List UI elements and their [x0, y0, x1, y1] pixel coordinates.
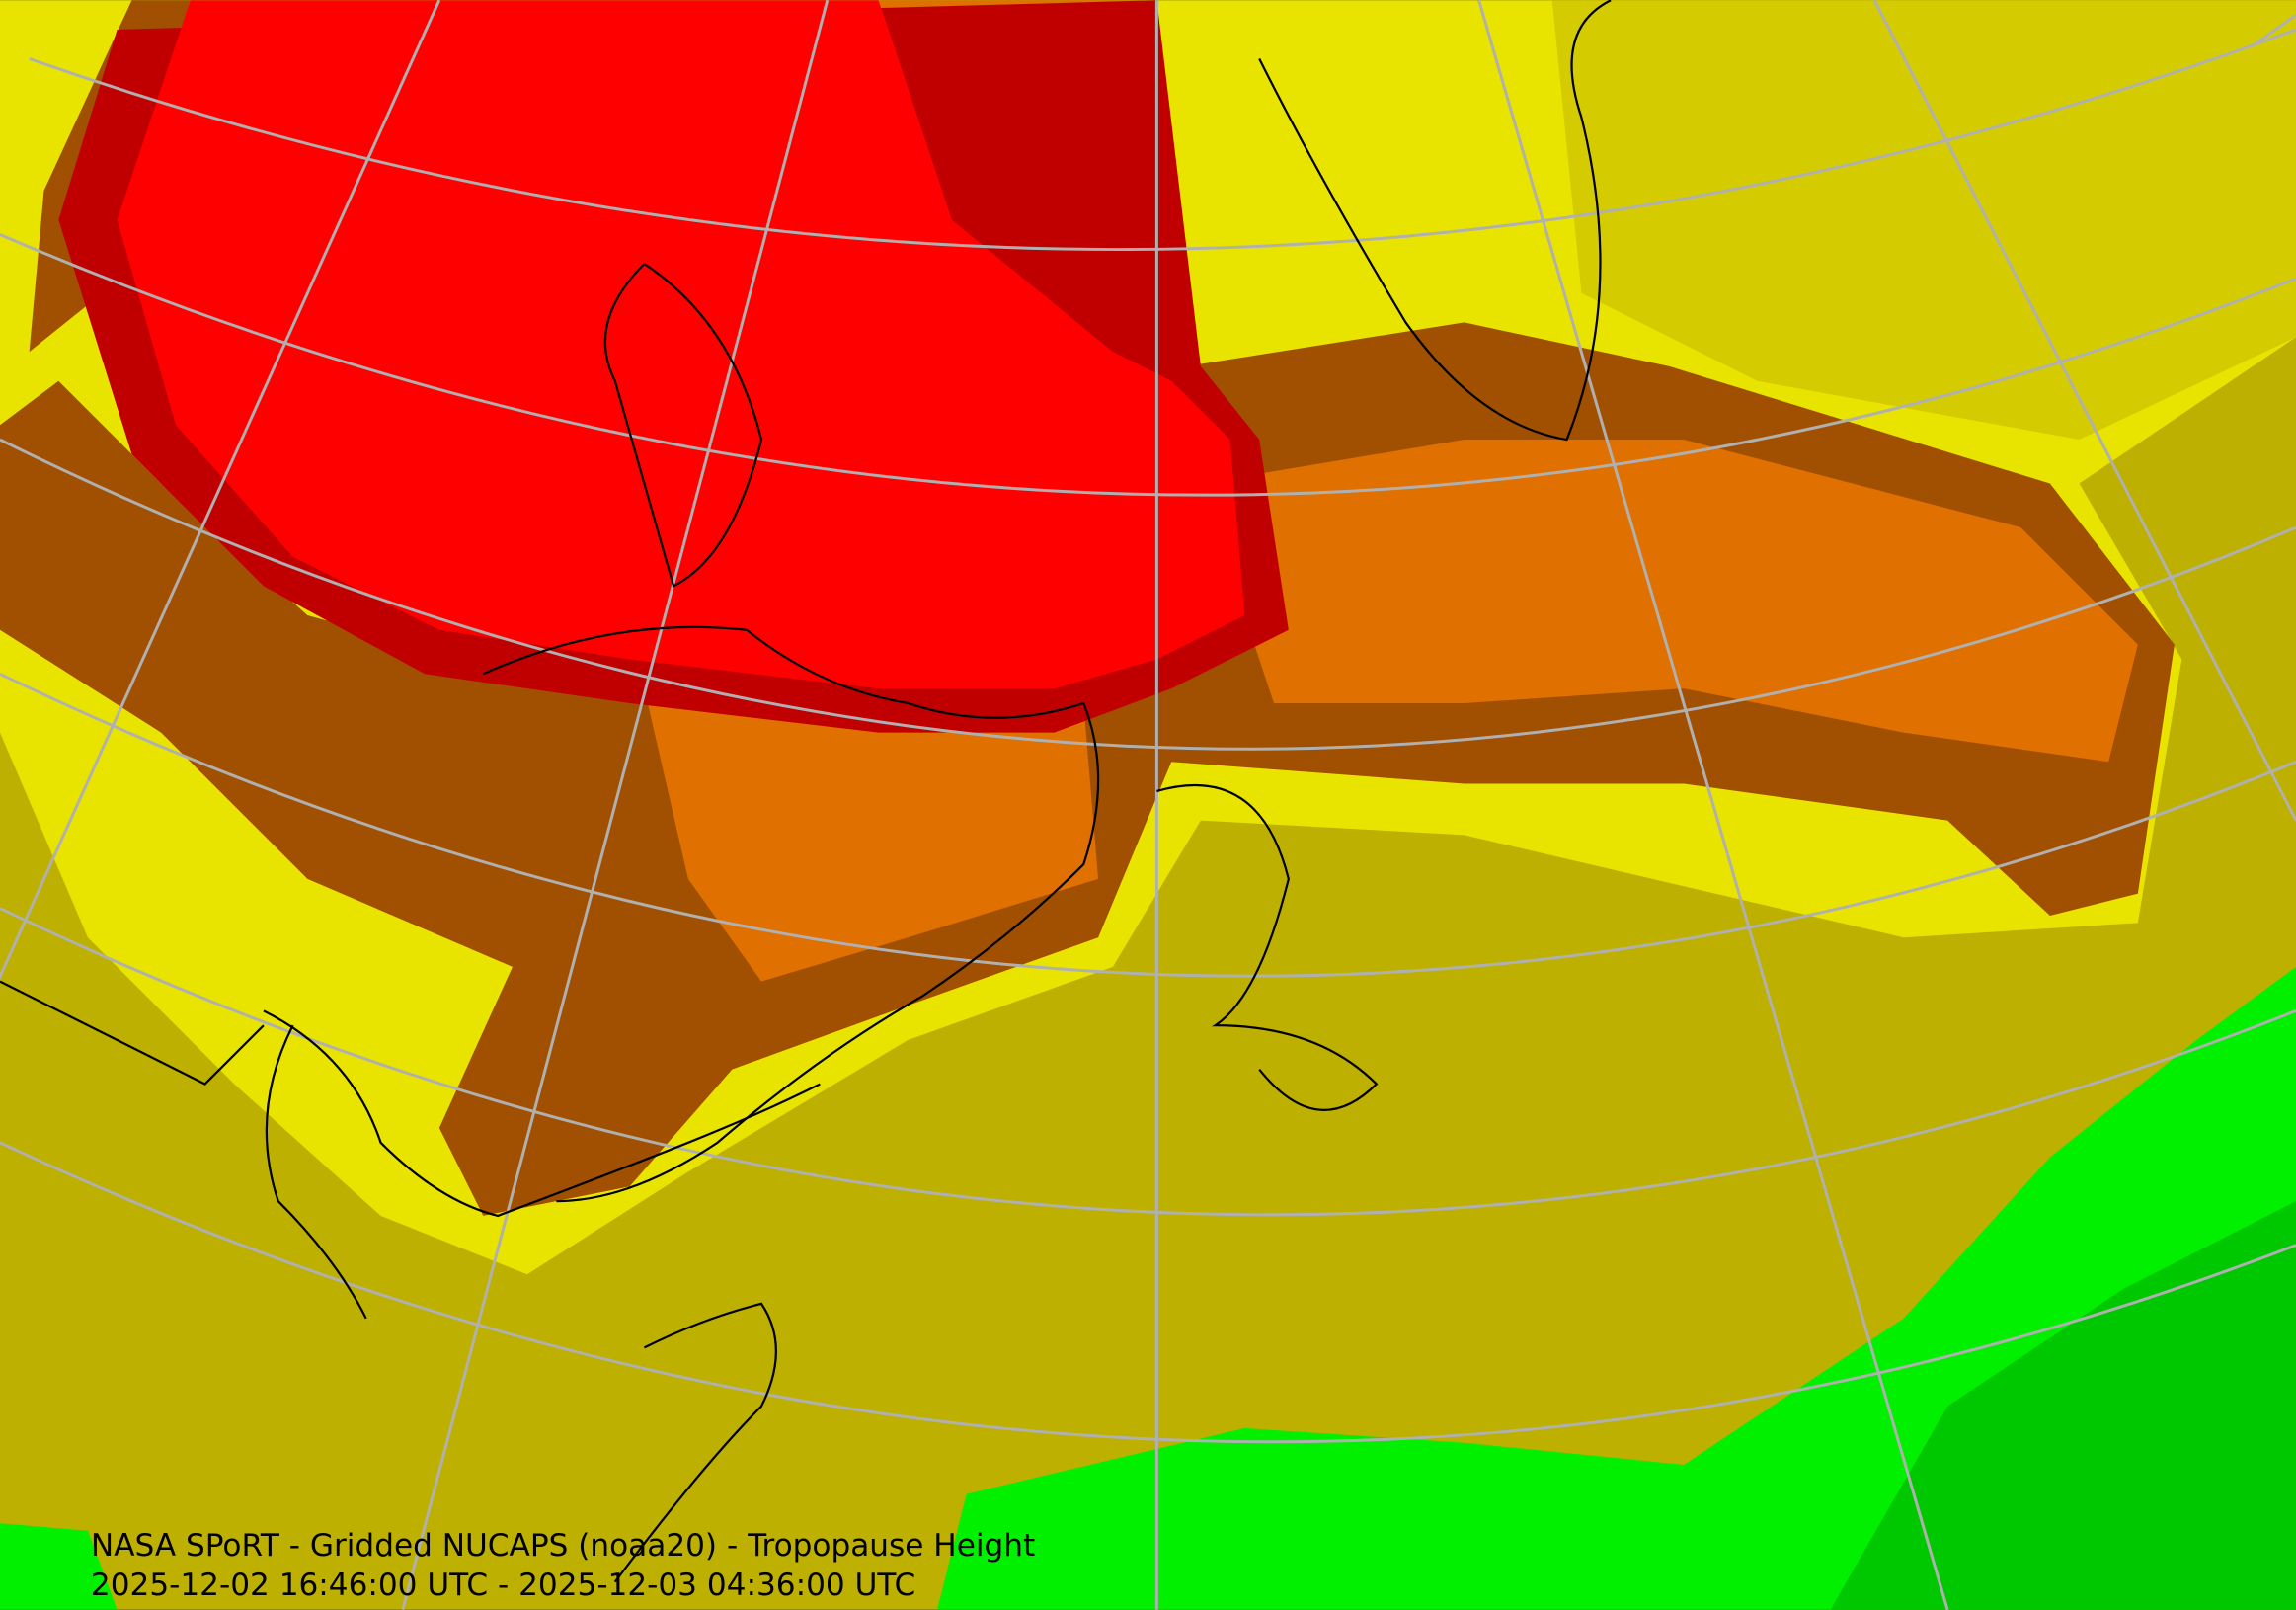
latitude-line	[0, 907, 2296, 1217]
coastline	[603, 263, 763, 588]
coastlines	[0, 0, 1612, 1583]
meridian	[2254, 13, 2296, 45]
meridian	[1477, 0, 1949, 1610]
meridian	[401, 0, 830, 1610]
latitude-line	[0, 672, 2296, 978]
border	[0, 980, 367, 1320]
red-core	[117, 0, 1245, 689]
coastline	[482, 625, 1100, 1203]
coastline	[1156, 783, 1379, 1111]
caption-title: NASA SPoRT - Gridded NUCAPS (noaa20) - T…	[91, 1528, 1035, 1564]
meridian	[0, 0, 441, 981]
coastline	[263, 1009, 821, 1218]
orange-south	[644, 688, 1099, 982]
latitude-line	[0, 1141, 2296, 1444]
meridian	[1872, 0, 2296, 822]
orange-band	[1200, 440, 2138, 763]
coastline	[613, 1302, 777, 1583]
coastline	[1258, 0, 1612, 442]
olive-top-right	[1551, 0, 2296, 441]
caption-time-range: 2025-12-02 16:46:00 UTC - 2025-12-03 04:…	[91, 1568, 915, 1603]
latitude-line	[0, 438, 2296, 751]
green-southwest	[0, 1523, 118, 1610]
latitude-line	[0, 233, 2296, 497]
green-deep	[1830, 1201, 2296, 1610]
